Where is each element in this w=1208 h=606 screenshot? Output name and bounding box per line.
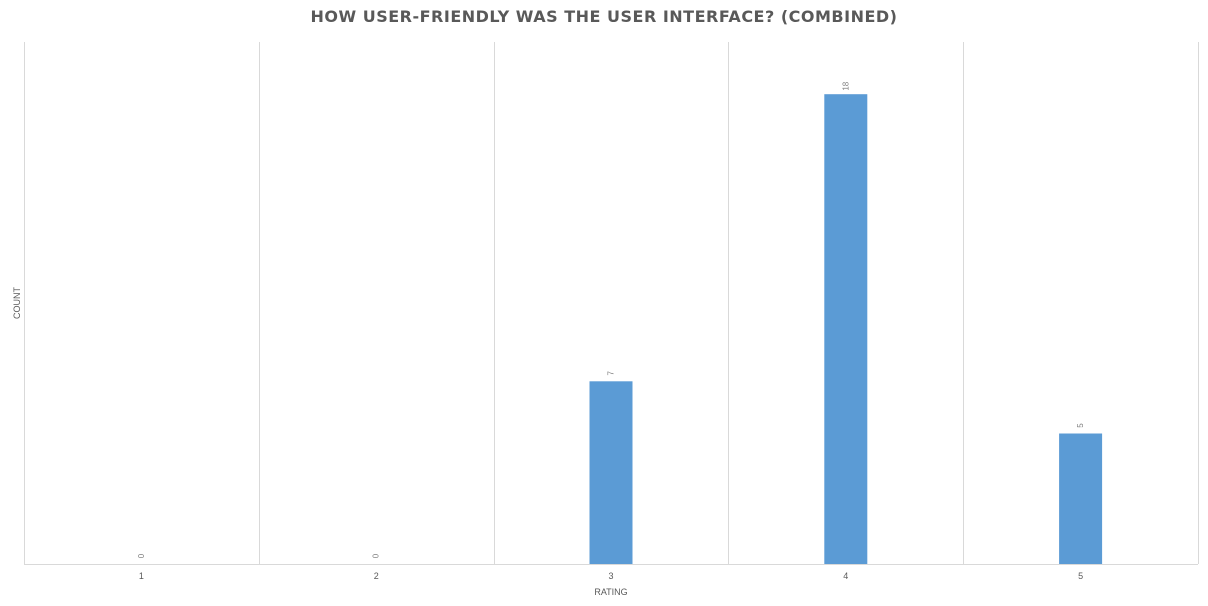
x-tick-label-3: 3 — [608, 571, 613, 581]
chart-title: HOW USER-FRIENDLY WAS THE USER INTERFACE… — [310, 7, 898, 26]
x-tick-label-1: 1 — [139, 571, 144, 581]
data-label-3: 7 — [607, 371, 616, 376]
data-label-2: 0 — [372, 553, 381, 558]
data-label-5: 5 — [1076, 423, 1085, 428]
bar-5 — [1059, 433, 1103, 564]
grid-layer — [24, 42, 1199, 565]
x-tick-label-4: 4 — [843, 571, 848, 581]
x-axis-title: RATING — [594, 587, 627, 597]
data-label-layer: 0 0 7 18 5 — [137, 81, 1085, 558]
bar-4 — [824, 94, 868, 564]
bar-3 — [589, 381, 633, 564]
tick-label-layer: 1 2 3 4 5 — [139, 571, 1083, 581]
y-axis-title: COUNT — [12, 287, 22, 319]
data-label-4: 18 — [841, 81, 850, 90]
data-label-1: 0 — [137, 553, 146, 558]
bar-layer — [589, 94, 1103, 564]
x-tick-label-5: 5 — [1078, 571, 1083, 581]
x-tick-label-2: 2 — [374, 571, 379, 581]
